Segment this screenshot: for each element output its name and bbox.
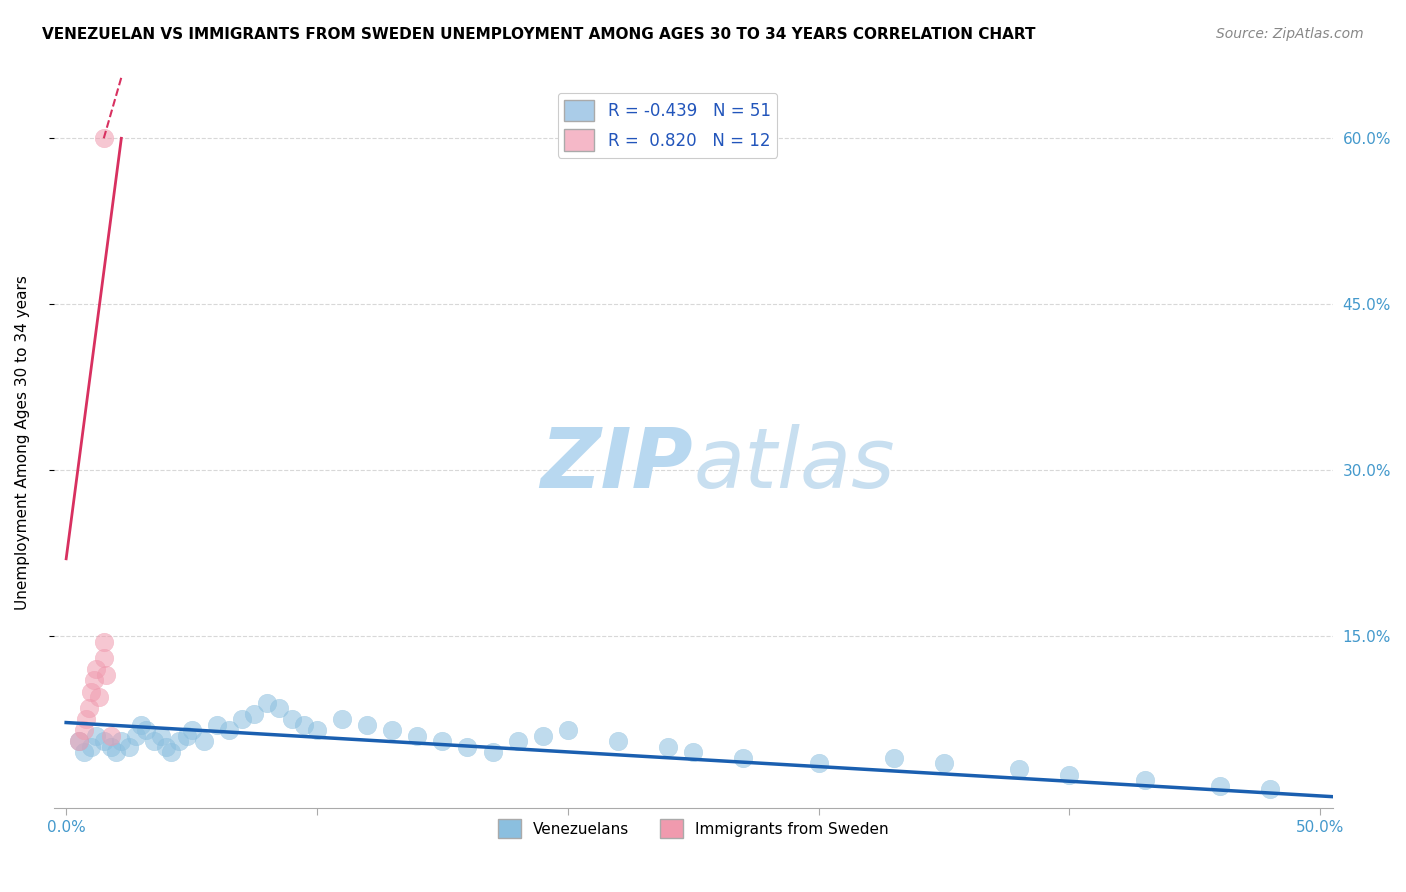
Point	[682, 746, 704, 760]
Point	[118, 739, 141, 754]
Point	[330, 712, 353, 726]
Point	[607, 734, 630, 748]
Point	[73, 723, 96, 738]
Point	[305, 723, 328, 738]
Point	[883, 751, 905, 765]
Point	[100, 729, 122, 743]
Point	[77, 701, 100, 715]
Point	[80, 739, 103, 754]
Point	[932, 756, 955, 771]
Point	[80, 684, 103, 698]
Text: VENEZUELAN VS IMMIGRANTS FROM SWEDEN UNEMPLOYMENT AMONG AGES 30 TO 34 YEARS CORR: VENEZUELAN VS IMMIGRANTS FROM SWEDEN UNE…	[42, 27, 1036, 42]
Point	[294, 718, 316, 732]
Point	[356, 718, 378, 732]
Point	[269, 701, 291, 715]
Point	[218, 723, 240, 738]
Point	[93, 131, 115, 145]
Y-axis label: Unemployment Among Ages 30 to 34 years: Unemployment Among Ages 30 to 34 years	[15, 275, 30, 610]
Point	[100, 739, 122, 754]
Point	[381, 723, 404, 738]
Point	[67, 734, 90, 748]
Point	[205, 718, 228, 732]
Point	[1133, 773, 1156, 788]
Point	[93, 651, 115, 665]
Point	[733, 751, 755, 765]
Point	[281, 712, 304, 726]
Text: ZIP: ZIP	[540, 424, 693, 505]
Point	[807, 756, 830, 771]
Point	[657, 739, 679, 754]
Point	[150, 729, 173, 743]
Point	[73, 746, 96, 760]
Point	[180, 723, 202, 738]
Point	[231, 712, 253, 726]
Point	[531, 729, 554, 743]
Point	[160, 746, 183, 760]
Point	[1008, 762, 1031, 776]
Point	[93, 634, 115, 648]
Point	[481, 746, 503, 760]
Point	[193, 734, 215, 748]
Point	[84, 662, 107, 676]
Point	[75, 712, 97, 726]
Point	[87, 690, 110, 704]
Point	[105, 746, 128, 760]
Point	[456, 739, 478, 754]
Point	[155, 739, 177, 754]
Legend: Venezuelans, Immigrants from Sweden: Venezuelans, Immigrants from Sweden	[492, 814, 894, 844]
Point	[243, 706, 266, 721]
Point	[557, 723, 579, 738]
Point	[1209, 779, 1232, 793]
Point	[406, 729, 429, 743]
Point	[131, 718, 153, 732]
Point	[110, 734, 132, 748]
Point	[1059, 767, 1081, 781]
Point	[96, 668, 118, 682]
Point	[67, 734, 90, 748]
Point	[176, 729, 198, 743]
Point	[167, 734, 190, 748]
Point	[125, 729, 148, 743]
Point	[506, 734, 529, 748]
Point	[84, 729, 107, 743]
Point	[256, 696, 278, 710]
Point	[135, 723, 157, 738]
Text: atlas: atlas	[693, 424, 894, 505]
Point	[432, 734, 454, 748]
Point	[1258, 781, 1281, 796]
Point	[93, 734, 115, 748]
Point	[142, 734, 165, 748]
Point	[83, 673, 105, 688]
Text: Source: ZipAtlas.com: Source: ZipAtlas.com	[1216, 27, 1364, 41]
